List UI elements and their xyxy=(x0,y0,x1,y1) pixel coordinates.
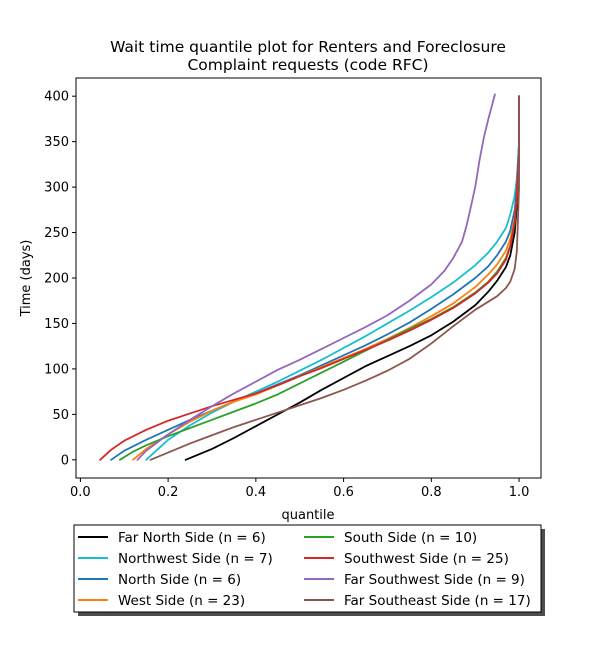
legend-label-far-north-side: Far North Side (n = 6) xyxy=(118,530,266,546)
x-tick-label: 0.4 xyxy=(246,485,267,500)
legend-label-northwest-side: Northwest Side (n = 7) xyxy=(118,551,273,567)
x-tick-label: 0.0 xyxy=(70,485,91,500)
legend-label-far-southeast-side: Far Southeast Side (n = 17) xyxy=(344,593,531,609)
y-axis-ticks: 0 50 100 150 200 250 300 350 400 xyxy=(44,90,76,468)
chart-title: Wait time quantile plot for Renters and … xyxy=(110,38,506,74)
y-tick-label: 350 xyxy=(44,135,69,150)
series-line-far-north-side xyxy=(184,95,520,461)
legend: Far North Side (n = 6) Northwest Side (n … xyxy=(73,524,545,616)
y-tick-label: 400 xyxy=(44,90,69,105)
legend-box xyxy=(73,524,542,613)
y-axis-label: Time (days) xyxy=(19,240,34,318)
legend-label-south-side: South Side (n = 10) xyxy=(344,530,477,546)
x-tick-label: 1.0 xyxy=(509,485,530,500)
x-tick-label: 0.6 xyxy=(333,485,354,500)
y-tick-label: 250 xyxy=(44,226,69,241)
x-axis-label: quantile xyxy=(281,508,334,523)
legend-label-north-side: North Side (n = 6) xyxy=(118,572,241,588)
y-tick-label: 200 xyxy=(44,272,69,287)
chart-title-line-2: Complaint requests (code RFC) xyxy=(187,56,428,74)
legend-label-southwest-side: Southwest Side (n = 25) xyxy=(344,551,509,567)
series-line-southwest-side xyxy=(99,95,520,461)
y-tick-label: 300 xyxy=(44,181,69,196)
chart-title-line-1: Wait time quantile plot for Renters and … xyxy=(110,38,506,56)
series-line-far-southeast-side xyxy=(149,95,520,461)
x-axis-ticks: 0.0 0.2 0.4 0.6 0.8 1.0 xyxy=(70,478,529,500)
x-tick-label: 0.8 xyxy=(421,485,442,500)
y-tick-label: 50 xyxy=(52,408,69,423)
plot-lines xyxy=(99,93,520,461)
legend-label-west-side: West Side (n = 23) xyxy=(118,593,245,609)
legend-items: Far North Side (n = 6) Northwest Side (n … xyxy=(78,530,531,609)
y-tick-label: 150 xyxy=(44,317,69,332)
series-line-far-southwest-side xyxy=(136,93,496,461)
x-tick-label: 0.2 xyxy=(158,485,179,500)
y-tick-label: 0 xyxy=(61,453,69,468)
y-tick-label: 100 xyxy=(44,362,69,377)
legend-label-far-southwest-side: Far Southwest Side (n = 9) xyxy=(344,572,525,588)
